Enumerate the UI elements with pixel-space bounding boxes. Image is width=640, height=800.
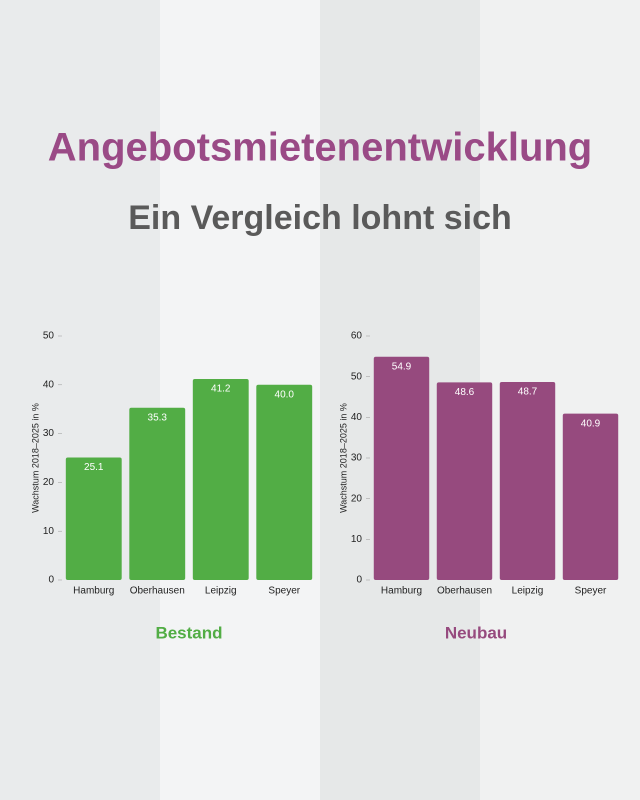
y-tick-label: 20: [351, 493, 363, 504]
x-tick-label: Oberhausen: [130, 586, 185, 597]
x-tick-label: Leipzig: [512, 586, 544, 597]
x-tick-label: Hamburg: [381, 586, 422, 597]
bar: [562, 413, 619, 580]
x-tick-label: Leipzig: [205, 586, 237, 597]
y-tick-label: 0: [48, 575, 54, 586]
value-label: 41.2: [211, 384, 231, 395]
x-tick-label: Speyer: [575, 586, 607, 597]
x-tick-label: Oberhausen: [437, 586, 492, 597]
y-tick-label: 40: [351, 412, 363, 423]
y-tick-label: 50: [43, 331, 55, 342]
bar: [65, 457, 122, 580]
y-tick-label: 30: [351, 453, 363, 464]
bar: [192, 378, 249, 580]
value-label: 35.3: [148, 412, 168, 423]
title: Angebotsmietenentwicklung: [48, 126, 593, 170]
value-label: 40.9: [581, 418, 601, 429]
value-label: 54.9: [392, 361, 412, 372]
x-tick-label: Speyer: [268, 586, 300, 597]
bar: [436, 382, 493, 580]
bar: [129, 407, 186, 580]
chart-title: Bestand: [155, 623, 222, 642]
y-axis-label: Wachstum 2018–2025 in %: [338, 403, 348, 513]
y-tick-label: 60: [351, 331, 363, 342]
x-tick-label: Hamburg: [73, 586, 114, 597]
bar: [499, 381, 556, 580]
value-label: 48.6: [455, 387, 475, 398]
value-label: 48.7: [518, 387, 538, 398]
y-tick-label: 10: [43, 526, 55, 537]
y-tick-label: 40: [43, 379, 55, 390]
y-tick-label: 20: [43, 477, 55, 488]
y-tick-label: 30: [43, 428, 55, 439]
value-label: 40.0: [275, 389, 295, 400]
subtitle: Ein Vergleich lohnt sich: [128, 199, 512, 237]
y-tick-label: 50: [351, 371, 363, 382]
bar: [256, 384, 313, 580]
y-tick-label: 0: [356, 575, 362, 586]
value-label: 25.1: [84, 462, 104, 473]
y-tick-label: 10: [351, 534, 363, 545]
bar: [373, 356, 430, 580]
chart-title: Neubau: [445, 623, 507, 642]
y-axis-label: Wachstum 2018–2025 in %: [30, 403, 40, 513]
